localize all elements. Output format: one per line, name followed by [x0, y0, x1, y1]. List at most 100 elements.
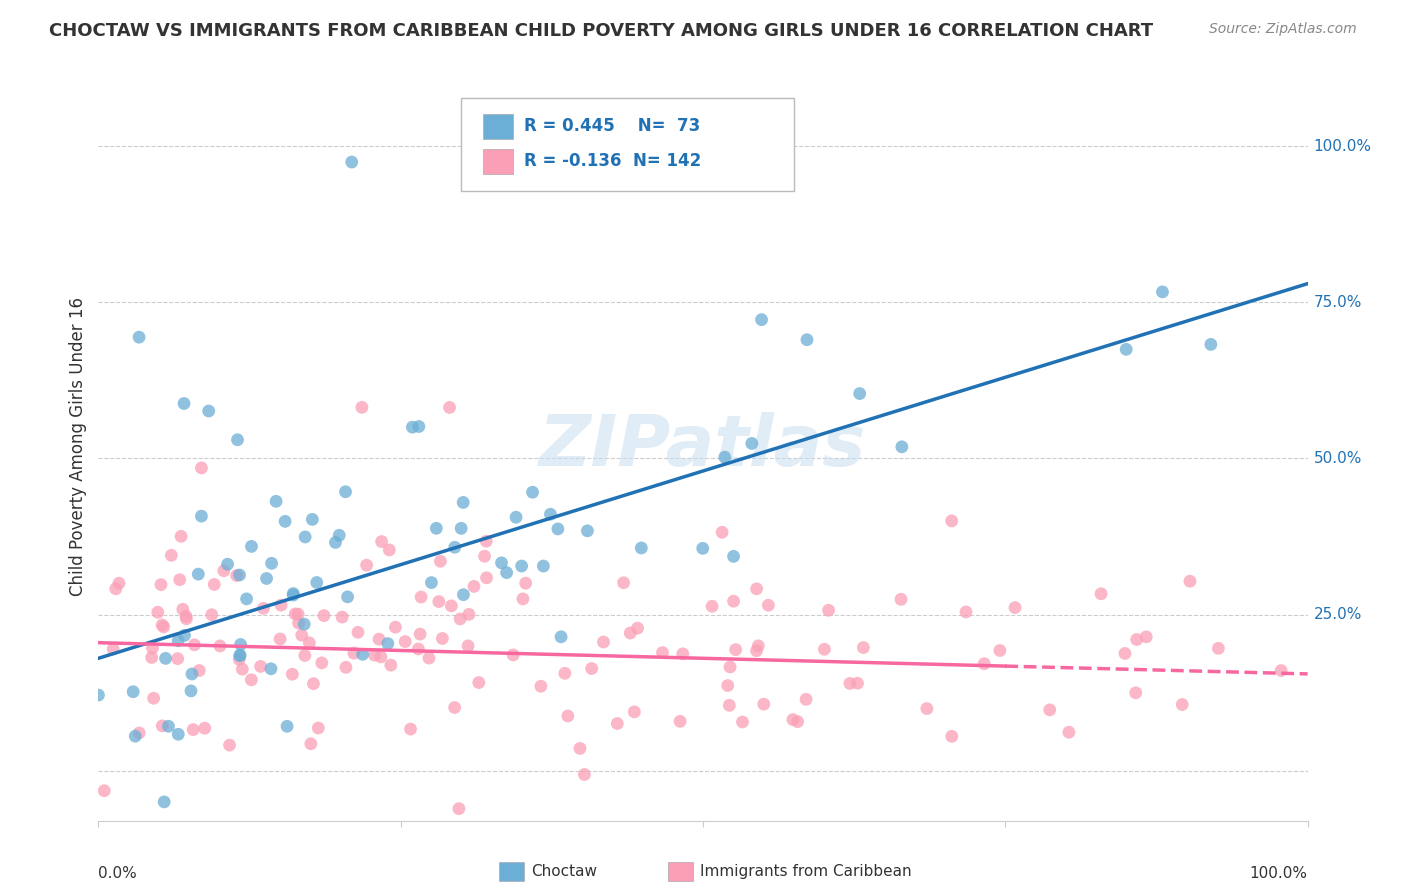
Point	[1178, 574, 1201, 589]
Point	[988, 643, 1011, 657]
Point	[692, 541, 714, 556]
Text: 100.0%: 100.0%	[1313, 139, 1372, 153]
Point	[852, 640, 875, 655]
Point	[217, 558, 239, 572]
Point	[606, 716, 628, 731]
Point	[197, 404, 219, 418]
Point	[274, 514, 297, 528]
Point	[568, 741, 591, 756]
Point	[394, 634, 416, 648]
Point	[550, 630, 572, 644]
Point	[848, 386, 870, 401]
Point	[745, 643, 768, 657]
Point	[1115, 343, 1137, 357]
Point	[1152, 285, 1174, 299]
Point	[713, 450, 735, 464]
Point	[150, 618, 173, 632]
FancyBboxPatch shape	[482, 149, 513, 174]
Point	[512, 591, 534, 606]
Point	[425, 521, 447, 535]
Point	[450, 521, 472, 535]
Point	[723, 594, 745, 608]
Point	[1057, 725, 1080, 739]
Point	[335, 484, 357, 499]
Point	[330, 610, 353, 624]
Point	[225, 568, 247, 582]
Point	[420, 575, 443, 590]
Point	[370, 534, 392, 549]
Point	[187, 567, 209, 582]
Point	[235, 591, 257, 606]
Point	[973, 657, 995, 671]
Point	[540, 507, 562, 521]
Text: 25.0%: 25.0%	[1313, 607, 1362, 622]
Point	[439, 401, 461, 415]
Point	[301, 512, 323, 526]
Point	[474, 549, 496, 564]
Point	[108, 576, 131, 591]
Point	[240, 540, 263, 554]
Point	[457, 639, 479, 653]
Point	[838, 676, 860, 690]
Text: R = 0.445    N=  73: R = 0.445 N= 73	[524, 117, 700, 135]
Point	[336, 590, 359, 604]
Point	[384, 620, 406, 634]
FancyBboxPatch shape	[482, 114, 513, 139]
Point	[287, 607, 309, 621]
Text: 75.0%: 75.0%	[1313, 295, 1362, 310]
Point	[1090, 587, 1112, 601]
Point	[173, 396, 195, 410]
Point	[174, 609, 197, 624]
Point	[292, 617, 315, 632]
Point	[723, 549, 745, 564]
Point	[796, 333, 818, 347]
Point	[554, 666, 576, 681]
Point	[229, 648, 252, 663]
Point	[1208, 641, 1230, 656]
Point	[256, 572, 278, 586]
Point	[294, 530, 316, 544]
Point	[356, 558, 378, 573]
Point	[212, 564, 235, 578]
Point	[463, 579, 485, 593]
Point	[183, 638, 205, 652]
Point	[208, 639, 231, 653]
Point	[188, 664, 211, 678]
Point	[181, 723, 204, 737]
Point	[298, 636, 321, 650]
Point	[302, 676, 325, 690]
Point	[157, 719, 180, 733]
Point	[228, 652, 250, 666]
Point	[380, 658, 402, 673]
Text: R = -0.136  N= 142: R = -0.136 N= 142	[524, 153, 702, 170]
Point	[700, 599, 723, 614]
Text: 50.0%: 50.0%	[1313, 451, 1362, 466]
Point	[299, 737, 322, 751]
Point	[128, 726, 150, 740]
Point	[619, 626, 641, 640]
Point	[340, 155, 363, 169]
Point	[491, 556, 513, 570]
Point	[794, 692, 817, 706]
Point	[453, 588, 475, 602]
Point	[283, 586, 305, 600]
Point	[672, 647, 695, 661]
Point	[347, 625, 370, 640]
Text: Immigrants from Caribbean: Immigrants from Caribbean	[700, 864, 912, 879]
Point	[475, 571, 498, 585]
Point	[229, 648, 252, 662]
Point	[630, 541, 652, 555]
Point	[260, 557, 283, 571]
Point	[531, 559, 554, 574]
Point	[502, 648, 524, 662]
Point	[378, 543, 401, 558]
Point	[160, 549, 183, 563]
Point	[522, 485, 544, 500]
Point	[370, 649, 392, 664]
Point	[941, 729, 963, 743]
Point	[1039, 703, 1062, 717]
Point	[150, 719, 173, 733]
Point	[180, 684, 202, 698]
Point	[443, 700, 465, 714]
Point	[547, 522, 569, 536]
